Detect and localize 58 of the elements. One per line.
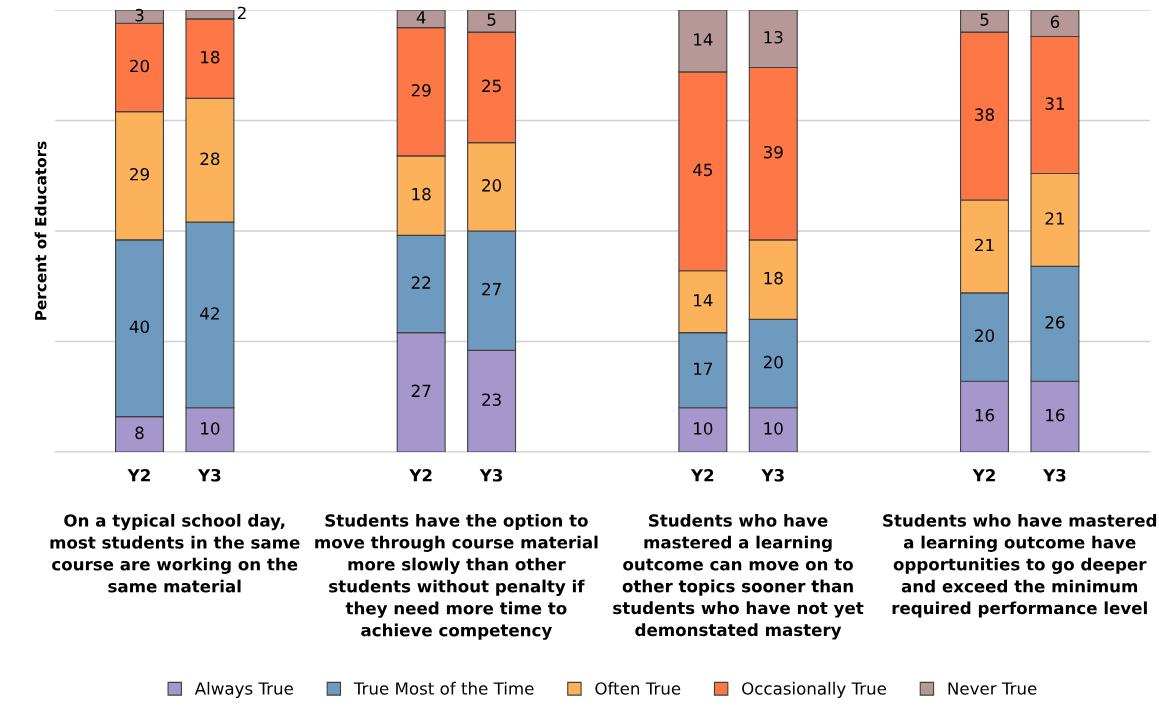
x-tick-label: Y2	[972, 468, 995, 482]
data-label: 2	[237, 6, 246, 20]
data-label: 20	[763, 355, 783, 369]
data-label: 6	[1050, 15, 1060, 29]
data-label: 27	[411, 384, 431, 397]
data-label: 18	[412, 187, 431, 201]
data-label: 13	[764, 30, 783, 44]
data-label: 14	[694, 294, 713, 307]
data-label: 42	[200, 307, 219, 320]
data-label: 40	[129, 320, 149, 334]
data-label: 25	[482, 79, 501, 93]
data-label: 20	[975, 329, 995, 342]
data-label: 4	[416, 11, 426, 24]
data-label: 31	[1045, 97, 1064, 110]
data-label: 5	[487, 13, 496, 26]
data-label: 38	[975, 108, 994, 121]
data-label: 18	[201, 50, 220, 64]
data-label: 3	[135, 8, 144, 22]
legend-label: Always True	[194, 681, 293, 698]
data-label: 28	[200, 152, 220, 166]
data-label: 22	[411, 276, 431, 289]
x-tick-label: Y2	[409, 468, 432, 482]
x-tick-label: Y3	[1042, 468, 1066, 482]
data-label: 14	[694, 33, 713, 46]
text: Students who have mastered a learning outcome have opportunities to go deeper and exceed the minimum required performance level	[883, 513, 1157, 618]
data-label: 21	[975, 238, 994, 252]
data-label: 39	[763, 145, 783, 159]
legend-label: Occasionally True	[742, 681, 887, 698]
text: On a typical school day, most students in the same course are working on the same material	[50, 513, 300, 593]
data-label: 17	[694, 362, 713, 375]
data-label: 29	[130, 167, 149, 181]
data-label: 23	[482, 393, 501, 407]
data-label: 10	[764, 422, 783, 435]
data-label: 10	[694, 422, 713, 435]
text: Students who have mastered a learning outcome can move on to other topics sooner than students who have not yet demonstated mastery	[613, 513, 864, 640]
data-label: 16	[975, 408, 995, 422]
x-tick-label: Y3	[761, 468, 784, 482]
data-label: 8	[135, 426, 144, 440]
legend-label: Often True	[595, 681, 681, 695]
x-tick-label: Y2	[690, 468, 714, 482]
x-tick-label: Y3	[197, 468, 221, 482]
y-axis-title: Percent of Educators	[34, 141, 47, 320]
legend-label: True Most of the Time	[353, 681, 534, 695]
data-label: 18	[764, 271, 783, 285]
data-label: 45	[693, 163, 712, 177]
data-label: 16	[1046, 408, 1065, 422]
data-label: 10	[201, 422, 220, 435]
x-tick-label: Y2	[127, 468, 150, 482]
legend-label: Never True	[948, 682, 1037, 695]
x-tick-label: Y3	[479, 468, 503, 482]
data-label: 26	[1045, 316, 1065, 329]
data-label: 20	[482, 179, 502, 192]
data-label: 21	[1045, 212, 1064, 225]
data-label: 5	[980, 13, 989, 26]
data-label: 27	[482, 282, 501, 296]
text: Students have the option to move through course material more slowly than other students without penalty if they need more time to achieve competency	[315, 513, 598, 640]
data-label: 20	[130, 59, 149, 73]
data-label: 29	[411, 84, 431, 97]
